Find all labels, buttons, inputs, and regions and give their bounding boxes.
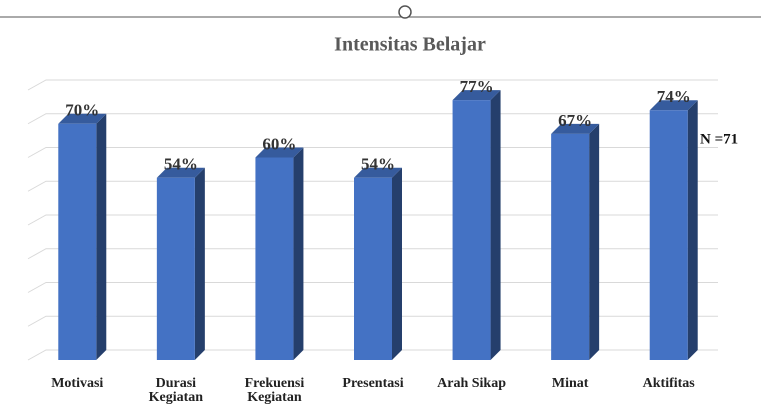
grid-line (27, 113, 718, 125)
bar (354, 177, 392, 360)
bar (452, 100, 491, 360)
x-tick-label: Minat (551, 376, 589, 391)
bar-side (490, 90, 501, 360)
data-label: 77% (460, 77, 494, 96)
bar-top (156, 167, 205, 178)
data-label: 74% (657, 87, 691, 106)
data-label: 60% (262, 134, 296, 153)
bar-top (255, 147, 304, 158)
x-tick-label: Frekuensi Kegiatan (244, 376, 305, 405)
bar-side (293, 147, 304, 360)
bar (649, 110, 688, 360)
x-tick-label: Presentasi (342, 376, 404, 391)
x-tick-label: Durasi Kegiatan (148, 376, 204, 405)
x-tick-label: Aktifitas (642, 376, 695, 391)
annotation: N =71 (700, 131, 738, 147)
bar-side (194, 167, 205, 360)
bar (255, 157, 294, 360)
data-label: 54% (361, 155, 395, 174)
bar-top (452, 90, 501, 101)
grid-line (27, 79, 718, 91)
bar-side (687, 100, 698, 360)
chart-title: Intensitas Belajar (334, 34, 486, 56)
data-label: 54% (164, 155, 198, 174)
bar-top (649, 100, 698, 111)
bar (551, 133, 590, 360)
bar-top (551, 123, 600, 134)
x-tick-label: Motivasi (51, 376, 104, 391)
data-label: 67% (558, 111, 592, 130)
bar-side (589, 123, 600, 360)
bar (58, 123, 97, 360)
bar-top (58, 113, 107, 124)
handle (398, 5, 412, 19)
bar-top (354, 167, 402, 178)
data-label: 70% (65, 101, 99, 120)
bar-side (96, 113, 107, 360)
bar-side (392, 167, 402, 360)
bar (156, 177, 195, 360)
x-tick-label: Arah Sikap (437, 376, 506, 391)
